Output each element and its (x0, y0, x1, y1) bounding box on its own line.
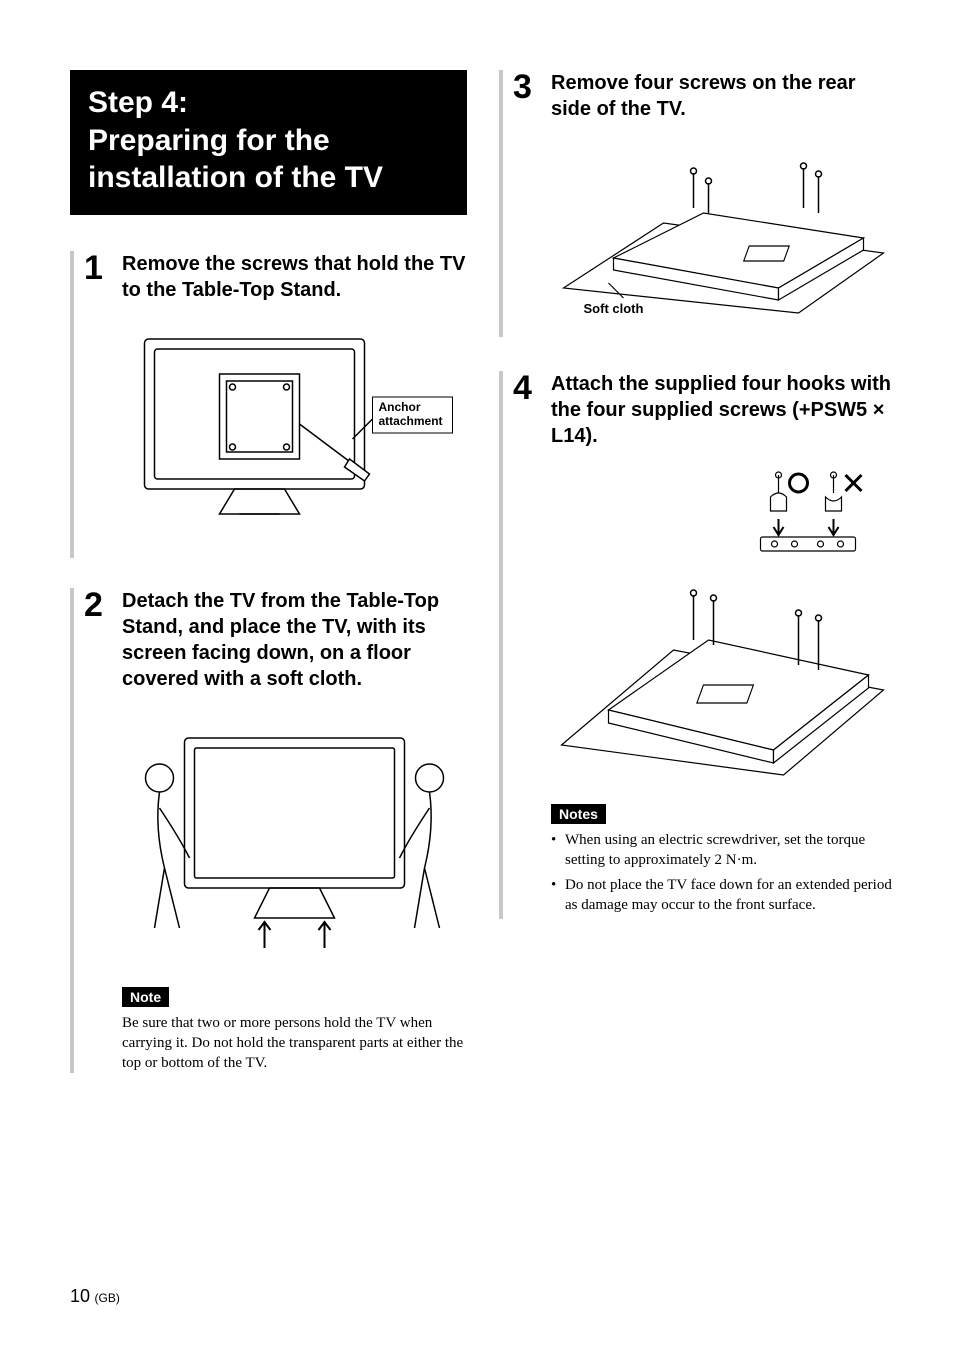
step-4-text-mult: × (873, 399, 885, 421)
step-4-body: Attach the supplied four hooks with the … (551, 371, 896, 919)
step-4-note-2: Do not place the TV face down for an ext… (551, 875, 896, 916)
note-label: Note (122, 987, 169, 1007)
step-3-illustration: Soft cloth (551, 138, 896, 323)
illus-tv-stand-screws: Anchor attachment (122, 319, 467, 539)
step-4-notes-list: When using an electric screwdriver, set … (551, 830, 896, 915)
step-4-notes: Notes When using an electric screwdriver… (551, 804, 896, 915)
step-4-illustration (551, 465, 896, 790)
step-4-text-prefix: Attach the supplied four hooks with the … (551, 373, 891, 421)
section-heading: Step 4: Preparing for the installation o… (70, 70, 467, 215)
step-2-text: Detach the TV from the Table-Top Stand, … (122, 588, 467, 692)
step-1-illustration: Anchor attachment (122, 319, 467, 544)
illus-attach-hooks (551, 465, 896, 785)
notes-label: Notes (551, 804, 606, 824)
heading-line-2: Preparing for the (88, 122, 449, 160)
page-number-region: (GB) (94, 1291, 119, 1305)
step-2-illustration (122, 708, 467, 973)
step-3-number: 3 (513, 70, 532, 104)
step-1-text: Remove the screws that hold the TV to th… (122, 251, 467, 303)
step-1-gutter: 1 (84, 251, 122, 558)
page-number: 10 (GB) (70, 1286, 120, 1307)
svg-text:Soft cloth: Soft cloth (584, 301, 644, 316)
step-4-note-1: When using an electric screwdriver, set … (551, 830, 896, 871)
step-4-bar (499, 371, 503, 919)
right-column: 3 Remove four screws on the rear side of… (499, 70, 896, 1073)
step-3-body: Remove four screws on the rear side of t… (551, 70, 896, 337)
step-4-text: Attach the supplied four hooks with the … (551, 371, 896, 449)
illus-remove-screws: Soft cloth (551, 138, 896, 318)
step-4-wrap: 4 Attach the supplied four hooks with th… (499, 371, 896, 919)
heading-line-3: installation of the TV (88, 159, 449, 197)
step-1-body: Remove the screws that hold the TV to th… (122, 251, 467, 558)
step-3-wrap: 3 Remove four screws on the rear side of… (499, 70, 896, 337)
step-2-body: Detach the TV from the Table-Top Stand, … (122, 588, 467, 1074)
step-1-wrap: 1 Remove the screws that hold the TV to … (70, 251, 467, 558)
step-3-bar (499, 70, 503, 337)
svg-text:attachment: attachment (379, 414, 443, 428)
step-3-gutter: 3 (513, 70, 551, 337)
step-2: 2 Detach the TV from the Table-Top Stand… (84, 588, 467, 1074)
svg-text:Anchor: Anchor (379, 400, 421, 414)
step-3: 3 Remove four screws on the rear side of… (513, 70, 896, 337)
step-2-wrap: 2 Detach the TV from the Table-Top Stand… (70, 588, 467, 1074)
step-4: 4 Attach the supplied four hooks with th… (513, 371, 896, 919)
step-1-number: 1 (84, 251, 103, 285)
step-2-note-text: Be sure that two or more persons hold th… (122, 1013, 467, 1074)
step-2-number: 2 (84, 588, 103, 622)
illus-two-people-carry (122, 708, 467, 968)
step-4-gutter: 4 (513, 371, 551, 919)
page-number-main: 10 (70, 1286, 90, 1306)
step-1: 1 Remove the screws that hold the TV to … (84, 251, 467, 558)
step-4-number: 4 (513, 371, 532, 405)
step-2-gutter: 2 (84, 588, 122, 1074)
step-2-bar (70, 588, 74, 1074)
heading-line-1: Step 4: (88, 84, 449, 122)
page: Step 4: Preparing for the installation o… (0, 0, 954, 1351)
step-3-text: Remove four screws on the rear side of t… (551, 70, 896, 122)
left-column: Step 4: Preparing for the installation o… (70, 70, 467, 1073)
step-1-bar (70, 251, 74, 558)
step-4-text-suffix: L14). (551, 425, 598, 447)
two-column-layout: Step 4: Preparing for the installation o… (70, 70, 896, 1073)
step-2-note: Note Be sure that two or more persons ho… (122, 987, 467, 1074)
